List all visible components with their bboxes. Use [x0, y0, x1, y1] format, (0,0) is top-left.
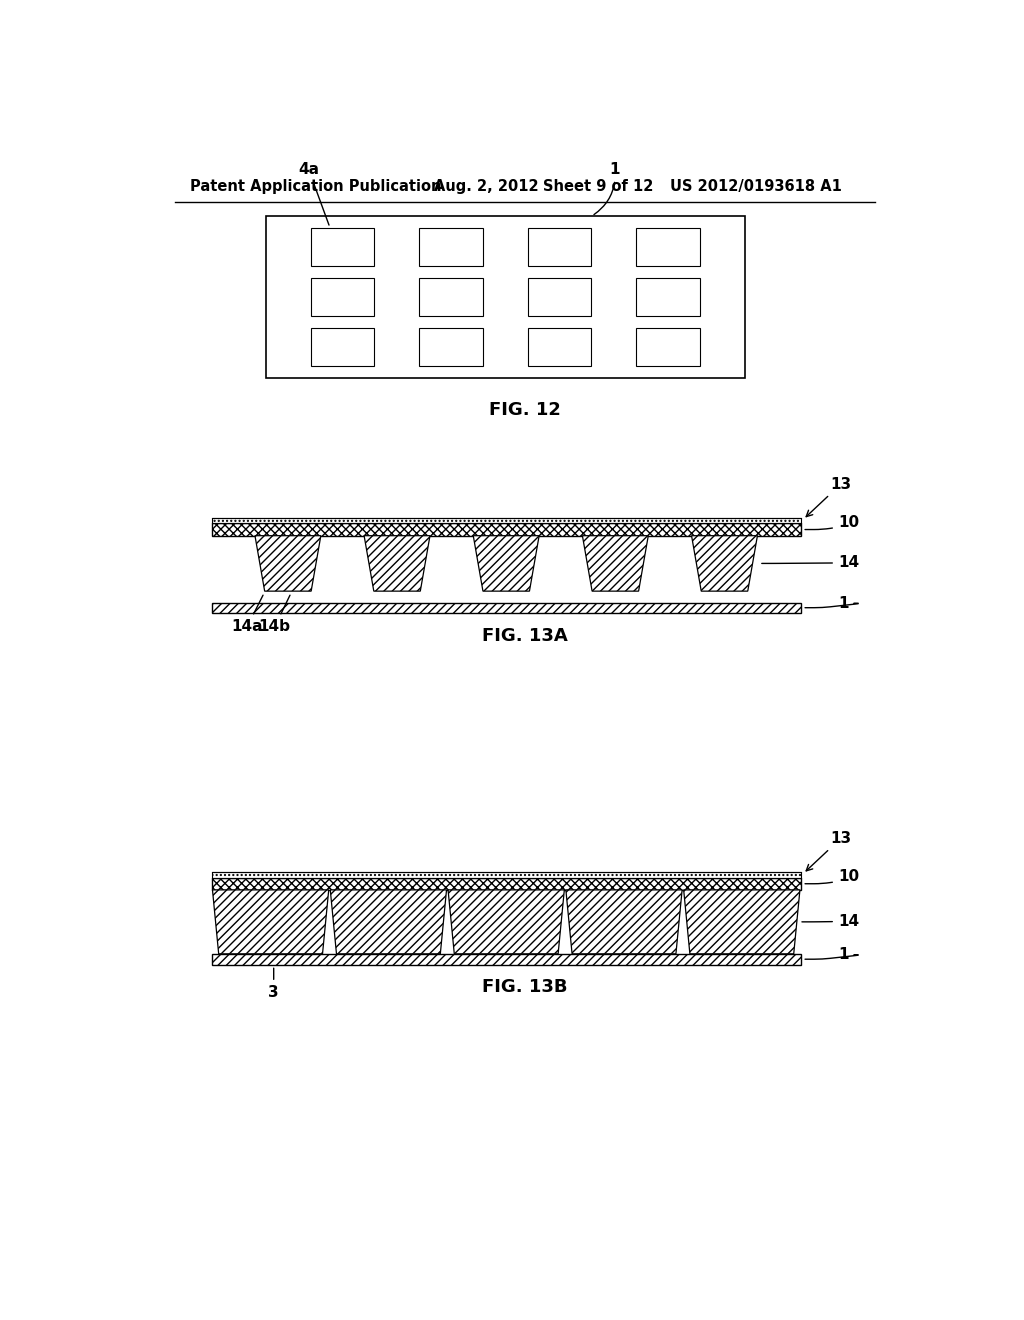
Text: 1: 1	[805, 948, 859, 962]
Text: 1: 1	[594, 162, 621, 215]
Bar	[212, 873, 801, 878]
Text: 14: 14	[802, 913, 859, 929]
Polygon shape	[684, 890, 800, 954]
Text: FIG. 13B: FIG. 13B	[482, 978, 567, 997]
Bar	[528, 277, 592, 317]
Text: 14a: 14a	[231, 595, 263, 634]
Text: 14: 14	[762, 556, 859, 570]
Bar	[528, 227, 592, 267]
Text: Sheet 9 of 12: Sheet 9 of 12	[543, 180, 653, 194]
Bar	[420, 227, 483, 267]
Bar	[420, 327, 483, 367]
Bar	[311, 277, 375, 317]
Bar	[636, 227, 700, 267]
Text: FIG. 12: FIG. 12	[488, 401, 561, 418]
Text: 13: 13	[806, 830, 851, 871]
Text: Patent Application Publication: Patent Application Publication	[190, 180, 441, 194]
Polygon shape	[331, 890, 446, 954]
Text: 13: 13	[806, 477, 851, 516]
Bar	[636, 277, 700, 317]
Polygon shape	[566, 890, 682, 954]
Bar	[636, 327, 700, 367]
Bar	[311, 327, 375, 367]
Bar	[420, 277, 483, 317]
Text: 1: 1	[805, 595, 859, 611]
Polygon shape	[583, 536, 648, 591]
Text: US 2012/0193618 A1: US 2012/0193618 A1	[671, 180, 843, 194]
Bar	[212, 517, 801, 524]
Bar	[212, 523, 801, 536]
Text: FIG. 13A: FIG. 13A	[482, 627, 567, 644]
Bar	[212, 954, 801, 965]
Bar	[528, 327, 592, 367]
Text: 10: 10	[805, 515, 859, 531]
Bar	[212, 603, 801, 612]
Polygon shape	[255, 536, 321, 591]
Text: Aug. 2, 2012: Aug. 2, 2012	[434, 180, 539, 194]
Text: 10: 10	[805, 870, 859, 884]
Polygon shape	[449, 890, 564, 954]
Polygon shape	[365, 536, 430, 591]
Polygon shape	[212, 890, 329, 954]
Text: 4a: 4a	[298, 162, 329, 226]
Polygon shape	[691, 536, 758, 591]
Bar	[266, 216, 744, 378]
Text: 14b: 14b	[259, 595, 291, 634]
Bar	[311, 227, 375, 267]
Polygon shape	[473, 536, 540, 591]
Bar	[212, 878, 801, 890]
Text: 3: 3	[268, 968, 279, 1001]
